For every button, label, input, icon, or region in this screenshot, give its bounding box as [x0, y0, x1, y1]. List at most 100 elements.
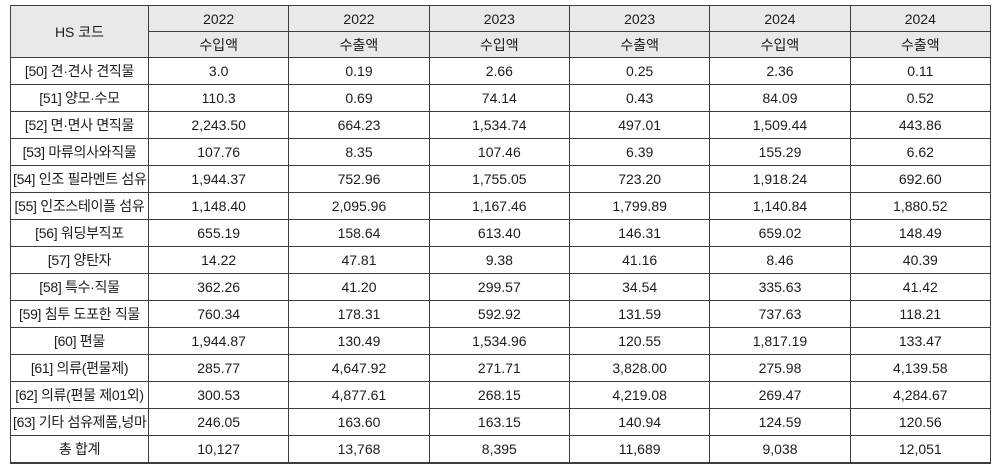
- table-row: [61] 의류(편물제) 285.77 4,647.92 271.71 3,828.00…: [10, 354, 991, 382]
- table-row: [59] 침투 도포한 직물 760.34 178.31 592.92 131.59 73…: [10, 300, 991, 328]
- value-cell: 1,799.89: [568, 192, 711, 220]
- value-cell: 1,148.40: [147, 192, 290, 220]
- value-cell: 10,127: [147, 435, 290, 463]
- value-cell: 40.39: [849, 246, 991, 274]
- row-label: [50] 견·견사 견직물: [10, 57, 149, 85]
- value-cell: 74.14: [428, 84, 570, 112]
- value-cell: 613.40: [428, 219, 570, 247]
- measure-header-export-2024: 수출액: [849, 31, 991, 58]
- hs-code-trade-table: HS 코드 2022 2022 2023 2023 2024 2024 수입액 …: [10, 5, 991, 464]
- value-cell: 133.47: [849, 327, 991, 355]
- value-cell: 271.71: [428, 354, 570, 382]
- value-cell: 178.31: [288, 300, 430, 328]
- value-cell: 4,219.08: [568, 381, 711, 409]
- value-cell: 0.11: [849, 57, 991, 85]
- value-cell: 148.49: [849, 219, 991, 247]
- value-cell: 269.47: [709, 381, 851, 409]
- value-cell: 1,534.96: [428, 327, 570, 355]
- table-row: [62] 의류(편물 제01외) 300.53 4,877.61 268.15 4,21…: [10, 381, 991, 409]
- row-label: [55] 인조스테이플 섬유: [10, 192, 149, 220]
- value-cell: 163.60: [288, 408, 430, 436]
- value-cell: 107.46: [428, 138, 570, 166]
- measure-header-import-2022: 수입액: [147, 31, 290, 58]
- value-cell: 12,051: [849, 435, 991, 463]
- table-row: [58] 특수·직물 362.26 41.20 299.57 34.54 335.63 41…: [10, 273, 991, 301]
- value-cell: 8.46: [709, 246, 851, 274]
- row-label: [60] 편물: [10, 327, 149, 355]
- value-cell: 285.77: [147, 354, 290, 382]
- value-cell: 2.66: [428, 57, 570, 85]
- row-label: [58] 특수·직물: [10, 273, 149, 301]
- value-cell: 4,877.61: [288, 381, 430, 409]
- value-cell: 2,243.50: [147, 111, 290, 139]
- value-cell: 664.23: [288, 111, 430, 139]
- value-cell: 140.94: [568, 408, 711, 436]
- table-row: [51] 양모·수모 110.3 0.69 74.14 0.43 84.09 0.52: [10, 84, 991, 112]
- value-cell: 275.98: [709, 354, 851, 382]
- value-cell: 1,755.05: [428, 165, 570, 193]
- row-label: [62] 의류(편물 제01외): [10, 381, 149, 409]
- value-cell: 0.19: [288, 57, 430, 85]
- value-cell: 3,828.00: [568, 354, 711, 382]
- year-header-2023-export: 2023: [568, 5, 711, 32]
- table-row: [56] 워딩부직포 655.19 158.64 613.40 146.31 659.02…: [10, 219, 991, 247]
- table-row: [53] 마류의사와직물 107.76 8.35 107.46 6.39 155.29 6.…: [10, 138, 991, 166]
- value-cell: 1,509.44: [709, 111, 851, 139]
- row-label: [53] 마류의사와직물: [10, 138, 149, 166]
- value-cell: 120.56: [849, 408, 991, 436]
- value-cell: 723.20: [568, 165, 711, 193]
- value-cell: 84.09: [709, 84, 851, 112]
- value-cell: 692.60: [849, 165, 991, 193]
- value-cell: 158.64: [288, 219, 430, 247]
- value-cell: 41.42: [849, 273, 991, 301]
- value-cell: 592.92: [428, 300, 570, 328]
- row-label: [61] 의류(편물제): [10, 354, 149, 382]
- value-cell: 4,284.67: [849, 381, 991, 409]
- value-cell: 2,095.96: [288, 192, 430, 220]
- corner-header-hs-code: HS 코드: [10, 5, 149, 58]
- year-header-2023-import: 2023: [428, 5, 570, 32]
- value-cell: 11,689: [568, 435, 711, 463]
- value-cell: 107.76: [147, 138, 290, 166]
- value-cell: 2.36: [709, 57, 851, 85]
- value-cell: 752.96: [288, 165, 430, 193]
- value-cell: 47.81: [288, 246, 430, 274]
- year-header-2022-import: 2022: [147, 5, 290, 32]
- value-cell: 655.19: [147, 219, 290, 247]
- value-cell: 1,167.46: [428, 192, 570, 220]
- value-cell: 8.35: [288, 138, 430, 166]
- value-cell: 120.55: [568, 327, 711, 355]
- trade-statistics-table: HS 코드 2022 2022 2023 2023 2024 2024 수입액 …: [10, 5, 991, 464]
- value-cell: 299.57: [428, 273, 570, 301]
- row-label: [59] 침투 도포한 직물: [10, 300, 149, 328]
- value-cell: 0.43: [568, 84, 711, 112]
- value-cell: 1,944.87: [147, 327, 290, 355]
- total-row: 총 합계 10,127 13,768 8,395 11,689 9,038 12,051: [10, 435, 991, 463]
- value-cell: 0.25: [568, 57, 711, 85]
- table-header: HS 코드 2022 2022 2023 2023 2024 2024 수입액 …: [10, 5, 991, 58]
- value-cell: 146.31: [568, 219, 711, 247]
- value-cell: 300.53: [147, 381, 290, 409]
- value-cell: 163.15: [428, 408, 570, 436]
- value-cell: 13,768: [288, 435, 430, 463]
- value-cell: 4,647.92: [288, 354, 430, 382]
- value-cell: 9.38: [428, 246, 570, 274]
- value-cell: 0.52: [849, 84, 991, 112]
- value-cell: 335.63: [709, 273, 851, 301]
- value-cell: 6.39: [568, 138, 711, 166]
- measure-header-import-2024: 수입액: [709, 31, 851, 58]
- value-cell: 1,880.52: [849, 192, 991, 220]
- value-cell: 41.16: [568, 246, 711, 274]
- table-row: [63] 기타 섬유제품,넝마 246.05 163.60 163.15 140.94 1…: [10, 408, 991, 436]
- row-label: [57] 양탄자: [10, 246, 149, 274]
- value-cell: 362.26: [147, 273, 290, 301]
- value-cell: 737.63: [709, 300, 851, 328]
- value-cell: 1,817.19: [709, 327, 851, 355]
- value-cell: 130.49: [288, 327, 430, 355]
- measure-header-export-2022: 수출액: [288, 31, 430, 58]
- table-row: [57] 양탄자 14.22 47.81 9.38 41.16 8.46 40.39: [10, 246, 991, 274]
- value-cell: 8,395: [428, 435, 570, 463]
- value-cell: 4,139.58: [849, 354, 991, 382]
- value-cell: 118.21: [849, 300, 991, 328]
- value-cell: 1,140.84: [709, 192, 851, 220]
